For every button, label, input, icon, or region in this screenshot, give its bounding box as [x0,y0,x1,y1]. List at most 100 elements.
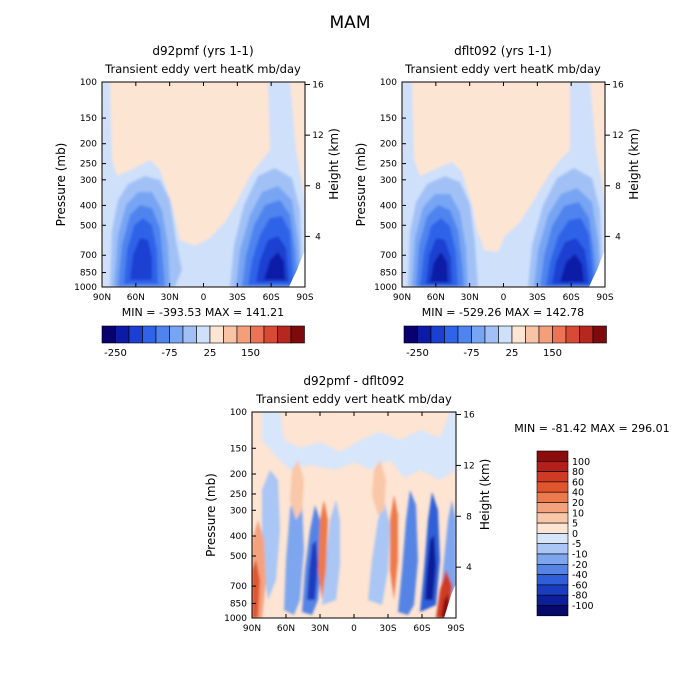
panel1-y-tick-label: 1000 [74,283,97,293]
colorbar-swatch [536,481,569,493]
colorbar-swatch [592,325,607,344]
colorbar-swatch [498,325,513,344]
panel3-y-tick-label: 200 [230,470,247,480]
colorbar-swatch [536,584,569,596]
panel2-contour-right-min [560,254,584,282]
panel1-contour-right-min [264,252,285,280]
colorbar-label: -250 [104,348,127,359]
colorbar-swatch [182,325,197,344]
colorbar-swatch [471,325,486,344]
panel3-band-45s [398,490,418,615]
panel2-contour-left-min [430,252,448,282]
panel1-y-tick-label: 400 [80,201,97,211]
panel2-y-tick-label: 150 [380,114,397,124]
colorbar-swatch [236,325,251,344]
colorbar-swatch [579,325,594,344]
panel1-y2label: Height (km) [327,128,341,199]
panel3-core-45n [307,540,318,600]
panel2-x-tick-label: 60N [427,293,445,303]
colorbar-label: 60 [572,477,584,488]
colorbar-label: 20 [572,498,584,509]
panel3-heatmap [252,412,456,618]
colorbar-swatch [536,574,569,586]
colorbar-swatch [536,460,569,472]
panel2-y2label: Height (km) [627,128,641,199]
panel1-y-tick-label: 100 [80,78,97,88]
colorbar-swatch [565,325,580,344]
panel3-axes: 90N 60N 30N 0 30S 60S 90S 100 150 200 250 300 400 500… [204,408,492,634]
panel1-y-tick-label: 150 [80,114,97,124]
panel2-y2-tick-label: 12 [612,131,623,141]
panel1-title: d92pmf (yrs 1-1) [152,44,253,58]
colorbar-swatch [536,553,569,565]
colorbar-swatch [536,450,569,462]
panel3-y2-tick-label: 4 [466,563,472,573]
colorbar-label: -5 [572,539,581,550]
panel3-pos-15s [372,460,386,515]
panel1-ylabel: Pressure (mb) [54,143,68,227]
colorbar-label: 5 [572,519,578,530]
panel2-x-tick-label: 90S [596,293,613,303]
colorbar-swatch [536,605,569,617]
panel3-y-tick-label: 250 [230,490,247,500]
colorbar-label: -250 [406,348,429,359]
colorbar-swatch [128,325,143,344]
colorbar-swatch [536,594,569,606]
panel3-ylabel: Pressure (mb) [204,473,218,557]
panel1-y-tick-label: 850 [80,269,97,279]
colorbar-label: 80 [572,467,584,478]
panel3-band-30n [322,500,340,605]
panel1-subtitle: Transient eddy vert heatK mb/day [104,62,301,76]
colorbar-swatch [115,325,130,344]
panel2-y2-tick-label: 4 [615,232,621,242]
panel3-x-tick-label: 60N [277,624,295,634]
colorbar-swatch [536,502,569,514]
colorbar-swatch [290,325,305,344]
panel1-y-tick-label: 200 [80,140,97,150]
panel3-band-80s [440,500,456,600]
panel1-x-tick-label: 30N [161,293,179,303]
panel2-x-tick-label: 90N [393,293,411,303]
colorbar-swatch [430,325,445,344]
panel1-y-tick-label: 250 [80,160,97,170]
colorbar-label: -80 [572,591,588,602]
colorbar-swatch [536,522,569,534]
panel2-axes: 90N 60N 30N 0 30S 60S 90S 100 150 200 250 300 400 500… [354,78,641,303]
colorbar-swatch [536,512,569,524]
panel1-heatmap [102,82,305,287]
colorbar-swatch [209,325,224,344]
panel2-title: dflt092 (yrs 1-1) [454,44,552,58]
panel3-y-tick-label: 150 [230,444,247,454]
panel3-band-30s [368,500,390,605]
panel1-y-tick-label: 700 [80,251,97,261]
panel2-y-tick-label: 1000 [374,283,397,293]
panel1-axes: 90N 60N 30N 0 30S 60S 90S 100 150 200 250 300 400 500… [54,78,341,303]
panel1-y2-tick-label: 12 [312,131,323,141]
panel1-x-tick-label: 60N [127,293,145,303]
colorbar-swatch [552,325,567,344]
colorbar-label: 10 [572,508,584,519]
panel2-x-tick-label: 0 [501,293,507,303]
colorbar-label: 150 [543,348,562,359]
panel1-topography [289,250,305,287]
colorbar-swatch [155,325,170,344]
colorbar-swatch [417,325,432,344]
colorbar-swatch [538,325,553,344]
panel1-x-tick-label: 30S [229,293,246,303]
panel2-x-tick-label: 60S [563,293,580,303]
panel1-x-tick-label: 90N [93,293,111,303]
panel2-y-tick-label: 700 [380,251,397,261]
panel2-ylabel: Pressure (mb) [354,143,368,227]
panel2-y-tick-label: 850 [380,269,397,279]
panel3-pos-35n [318,500,328,600]
panel2-subtitle: Transient eddy vert heatK mb/day [404,62,601,76]
panel3-topography [444,584,456,618]
colorbar-swatch [457,325,472,344]
panel3-x-tick-label: 90N [243,624,261,634]
colorbar-label: 100 [572,457,590,468]
panel3-band-left [262,470,280,600]
panel3-x-tick-label: 60S [413,624,430,634]
panel1-x-tick-label: 0 [201,293,207,303]
colorbar-label: -100 [572,601,594,612]
